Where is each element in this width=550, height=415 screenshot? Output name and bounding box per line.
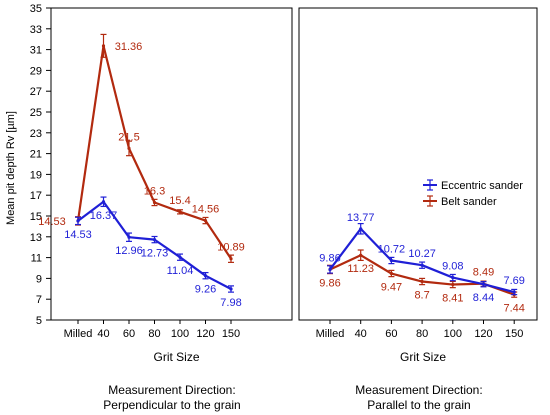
x-tick-label: 120: [474, 328, 492, 340]
data-label: 9.86: [319, 252, 340, 264]
y-tick-label: 21: [30, 149, 42, 161]
data-label: 12.73: [141, 248, 169, 260]
y-tick-label: 29: [30, 65, 42, 77]
data-label: 8.44: [473, 292, 494, 304]
x-tick-label: 80: [148, 328, 160, 340]
data-point: [389, 271, 393, 276]
data-point: [203, 218, 208, 223]
x-tick-label: Milled: [64, 328, 93, 340]
y-tick-label: 13: [30, 232, 42, 244]
data-label: 9.86: [319, 277, 340, 289]
data-label: 31.36: [115, 41, 143, 53]
data-point: [127, 146, 131, 150]
y-tick-label: 23: [30, 128, 42, 140]
data-label: 13.77: [347, 212, 375, 224]
data-point: [76, 219, 80, 223]
data-point: [127, 235, 131, 239]
caption-perpendicular: Measurement Direction: Perpendicular to …: [52, 383, 292, 413]
data-label: 12.96: [115, 245, 143, 257]
y-tick-label: 25: [30, 107, 42, 119]
caption-parallel-line2: Parallel to the grain: [367, 398, 471, 412]
legend-label: Eccentric sander: [441, 180, 523, 192]
data-label: 9.47: [381, 282, 402, 294]
data-point: [178, 210, 182, 214]
data-point: [359, 253, 363, 257]
x-axis-label: Grit Size: [400, 350, 446, 364]
x-tick-label: 40: [355, 328, 367, 340]
y-tick-label: 7: [36, 294, 42, 306]
x-tick-label: 100: [444, 328, 462, 340]
data-label: 7.44: [503, 303, 524, 315]
data-point: [451, 282, 455, 287]
data-point: [420, 263, 424, 267]
caption-perpendicular-line2: Perpendicular to the grain: [103, 398, 241, 412]
y-tick-label: 35: [30, 3, 42, 15]
y-axis-label: Mean pit depth Rv [µm]: [5, 111, 17, 225]
x-tick-label: 80: [416, 328, 428, 340]
y-tick-label: 19: [30, 169, 42, 181]
data-label: 10.72: [378, 244, 406, 256]
data-point: [101, 200, 106, 204]
y-tick-label: 33: [30, 24, 42, 36]
plot-frame-perpendicular: [50, 7, 293, 321]
data-point: [101, 44, 106, 48]
data-label: 16.3: [144, 185, 165, 197]
data-point: [328, 267, 332, 272]
y-tick-label: 15: [30, 211, 42, 223]
data-label: 7.69: [503, 275, 524, 287]
y-tick-label: 31: [30, 45, 42, 57]
legend-label: Belt sander: [441, 196, 497, 208]
data-point: [152, 238, 157, 242]
y-tick-label: 11: [31, 253, 42, 265]
y-tick-label: 5: [36, 315, 42, 327]
x-tick-label: 40: [97, 328, 109, 340]
data-label: 14.53: [38, 216, 66, 228]
data-point: [451, 275, 455, 280]
x-tick-label: 120: [196, 328, 214, 340]
x-tick-label: Milled: [316, 328, 345, 340]
x-tick-label: 60: [123, 328, 135, 340]
data-label: 15.4: [169, 195, 190, 207]
series-line-belt: [76, 44, 232, 260]
caption-parallel: Measurement Direction: Parallel to the g…: [300, 383, 538, 413]
data-label: 16.37: [90, 210, 118, 222]
data-point: [203, 274, 208, 278]
y-tick-label: 27: [30, 86, 42, 98]
data-label: 14.53: [64, 229, 92, 241]
data-point: [152, 200, 157, 205]
y-tick-label: 9: [36, 273, 42, 285]
plot-frame-parallel: [298, 7, 538, 321]
data-point: [481, 282, 486, 286]
data-point: [512, 290, 516, 294]
data-label: 8.49: [473, 267, 494, 279]
x-tick-label: 100: [171, 328, 189, 340]
data-label: 9.08: [442, 261, 463, 273]
caption-parallel-line1: Measurement Direction:: [355, 383, 483, 397]
x-tick-label: 60: [385, 328, 397, 340]
data-label: 10.27: [408, 248, 436, 260]
data-label: 9.26: [195, 284, 216, 296]
data-label: 14.56: [192, 204, 220, 216]
data-point: [359, 227, 363, 231]
data-point: [178, 255, 182, 259]
data-label: 10.89: [217, 242, 245, 254]
x-tick-label: 150: [222, 328, 240, 340]
data-label: 21.5: [118, 131, 139, 143]
data-point: [229, 287, 233, 291]
data-label: 8.41: [442, 293, 463, 305]
caption-perpendicular-line1: Measurement Direction:: [108, 383, 236, 397]
data-label: 7.98: [220, 297, 241, 309]
data-label: 11.23: [347, 263, 374, 275]
x-tick-label: 150: [505, 328, 523, 340]
x-axis-label: Grit Size: [153, 350, 199, 364]
data-label: 8.7: [414, 290, 429, 302]
data-point: [229, 257, 233, 261]
y-tick-label: 17: [30, 190, 42, 202]
data-point: [389, 258, 393, 263]
data-point: [420, 279, 424, 284]
data-label: 11.04: [167, 265, 194, 277]
